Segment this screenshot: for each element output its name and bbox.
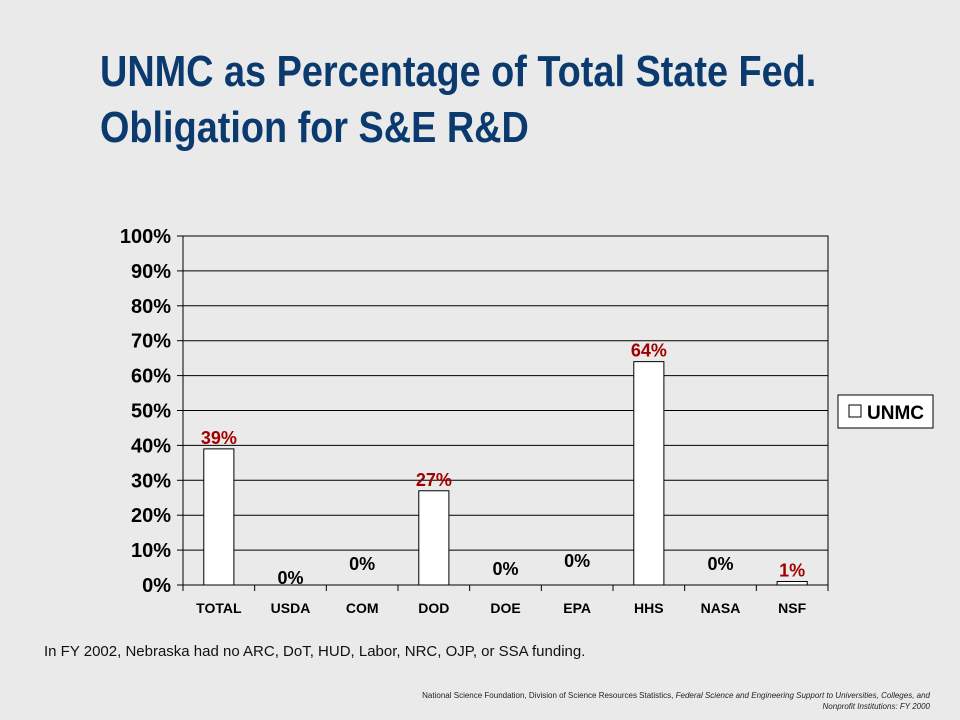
x-category-label: NASA [701, 600, 741, 616]
plot-border [182, 235, 829, 586]
x-category-label: NSF [778, 600, 806, 616]
y-tick-label: 40% [131, 435, 171, 457]
x-category-label: USDA [271, 600, 311, 616]
legend: UNMC [837, 394, 934, 429]
y-tick-label: 100% [120, 226, 171, 248]
x-category-label: HHS [634, 600, 664, 616]
y-tick-label: 70% [131, 331, 171, 353]
y-tick-label: 20% [131, 505, 171, 527]
title-line-1: UNMC as Percentage of Total State Fed. [100, 47, 817, 96]
y-tick-label: 50% [131, 401, 171, 423]
y-axis-ticks: 0% 10% 20% 30% 40% 50% 60% 70% 80% 90% 100% [120, 226, 183, 597]
data-labels: 39% 0% 0% 27% 0% 0% 64% 0% 1% [201, 341, 805, 588]
data-label: 1% [779, 561, 805, 581]
data-label: 0% [277, 568, 303, 588]
legend-swatch [848, 404, 862, 418]
x-axis-categories: TOTAL USDA COM DOD DOE EPA HHS NASA NSF [182, 584, 829, 616]
data-label: 0% [349, 554, 375, 574]
source-prefix: National Science Foundation, Division of… [422, 691, 676, 700]
bars [203, 361, 808, 586]
x-category-label: DOE [490, 600, 520, 616]
x-category-label: TOTAL [196, 600, 242, 616]
data-label: 0% [707, 554, 733, 574]
y-tick-label: 10% [131, 540, 171, 562]
bar-hhs [633, 361, 665, 586]
y-tick-label: 90% [131, 261, 171, 283]
data-label: 0% [564, 551, 590, 571]
title-line-2: Obligation for S&E R&D [100, 103, 529, 152]
legend-label: UNMC [867, 403, 924, 424]
data-label: 64% [631, 341, 667, 361]
data-label: 39% [201, 428, 237, 448]
data-label: 0% [492, 559, 518, 579]
gridlines [183, 270, 828, 551]
source-citation: National Science Foundation, Division of… [410, 690, 930, 712]
x-category-label: DOD [418, 600, 449, 616]
y-tick-label: 80% [131, 296, 171, 318]
source-title: Federal Science and Engineering Support … [675, 691, 930, 711]
y-tick-label: 30% [131, 470, 171, 492]
bar-dod [418, 490, 450, 586]
footnote: In FY 2002, Nebraska had no ARC, DoT, HU… [44, 643, 586, 660]
bar-nsf [776, 581, 808, 586]
x-category-label: COM [346, 600, 379, 616]
data-label: 27% [416, 470, 452, 490]
bar-total [203, 448, 235, 586]
y-tick-label: 60% [131, 366, 171, 388]
x-category-label: EPA [563, 600, 591, 616]
page-title: UNMC as Percentage of Total State Fed. O… [100, 44, 831, 156]
y-tick-label: 0% [142, 575, 171, 597]
